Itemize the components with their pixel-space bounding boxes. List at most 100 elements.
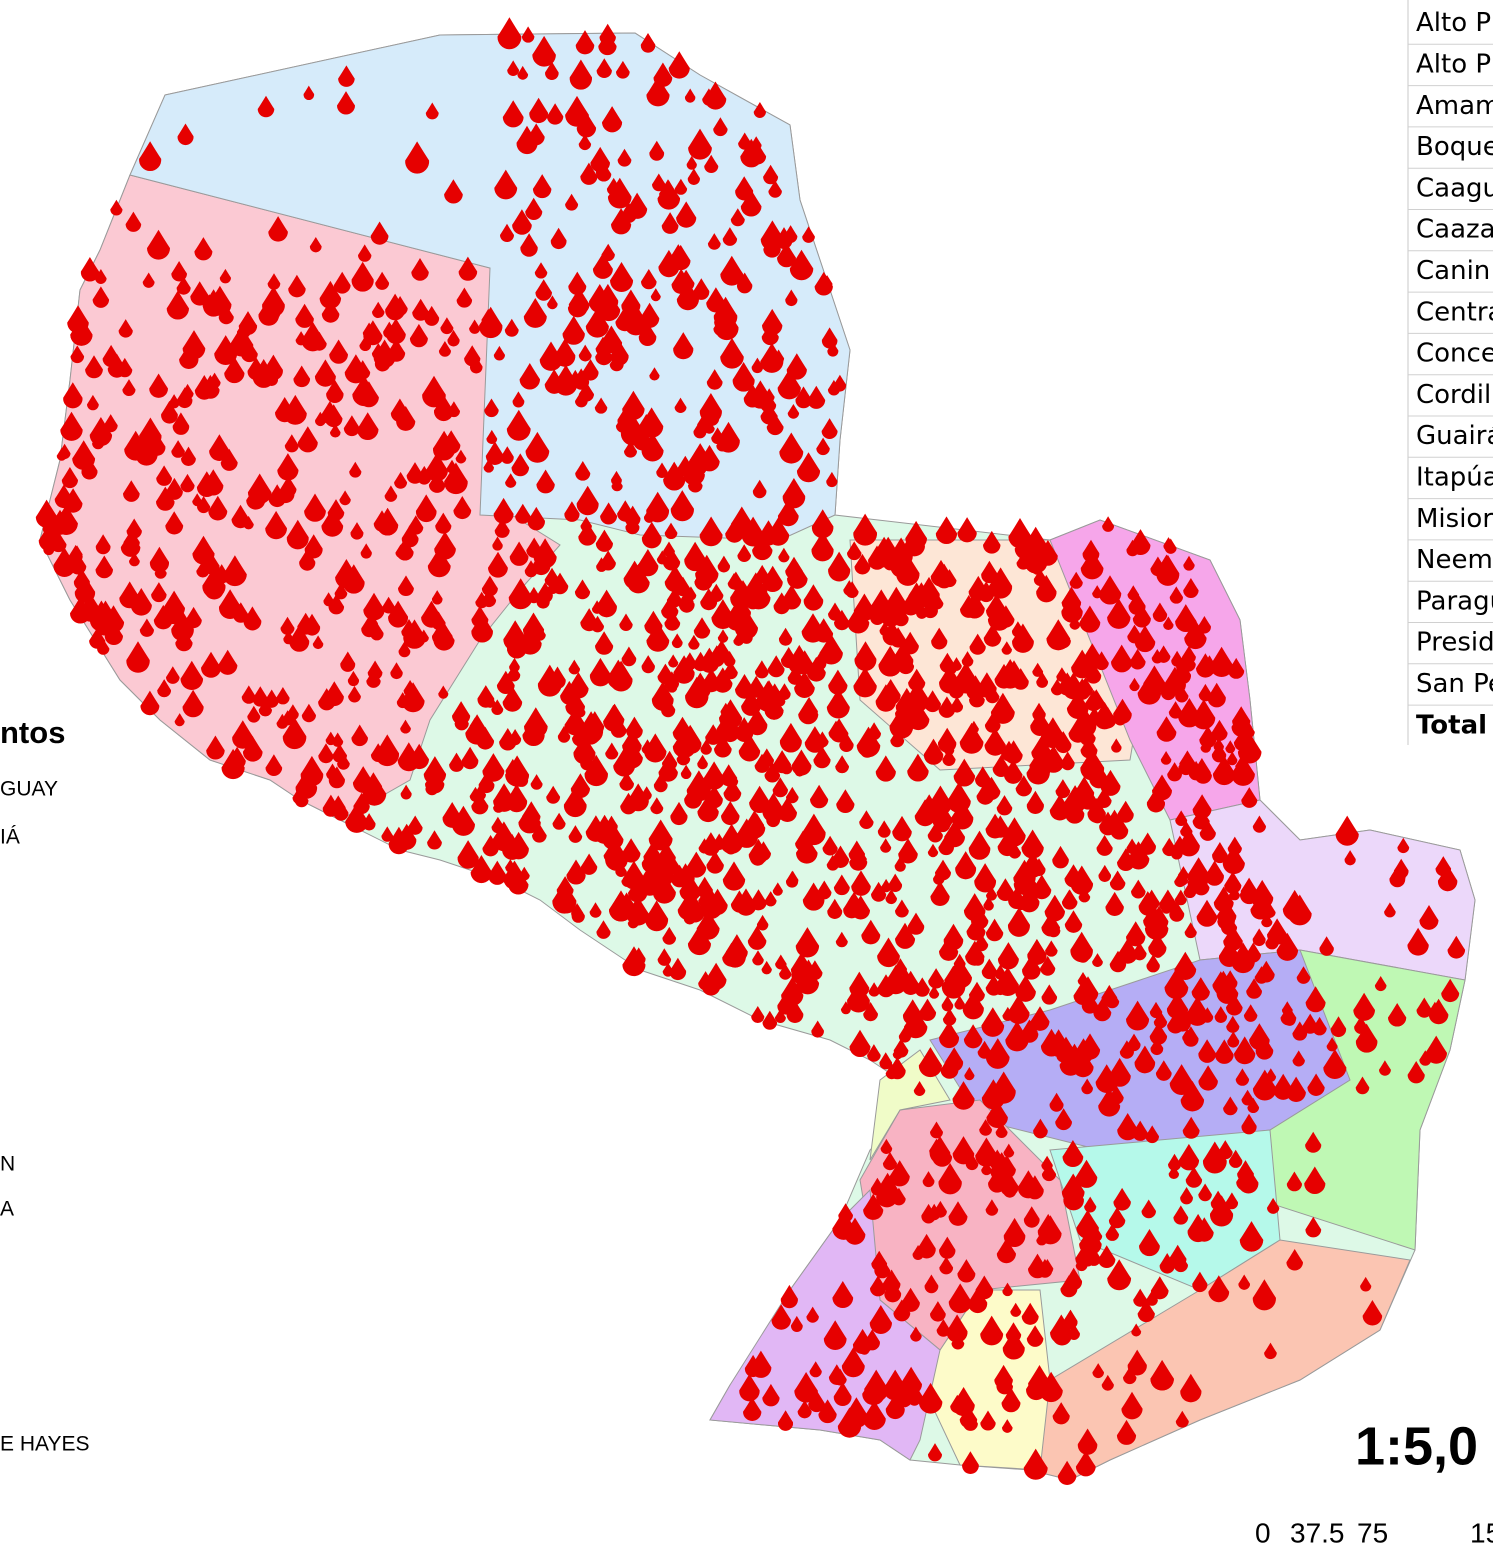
fire (1138, 891, 1157, 916)
fire (693, 278, 710, 300)
fire (591, 600, 603, 614)
fire (594, 397, 608, 414)
fire (363, 592, 385, 621)
fire (939, 1021, 960, 1049)
fire (1307, 1073, 1325, 1096)
fire (1174, 871, 1186, 888)
fire (1168, 1153, 1182, 1171)
fire (898, 838, 918, 864)
fire (986, 1100, 1008, 1128)
fire (1235, 1068, 1250, 1086)
fire (843, 1352, 863, 1377)
fire (1139, 832, 1156, 855)
fire (482, 835, 499, 857)
fire (180, 473, 195, 493)
fire (107, 353, 127, 378)
fire (794, 763, 805, 777)
fire (1238, 1274, 1250, 1290)
fire (60, 411, 83, 441)
fire (433, 395, 454, 422)
fire (218, 304, 234, 325)
fire (994, 663, 1014, 689)
fire (97, 638, 110, 655)
fire (397, 742, 420, 772)
fire (684, 541, 707, 572)
fire (1064, 910, 1083, 933)
fire (491, 699, 504, 715)
fire (1081, 992, 1099, 1014)
fire (1077, 677, 1093, 697)
fire (1127, 585, 1140, 601)
fire (1021, 829, 1044, 859)
fire (537, 582, 553, 604)
fire (494, 169, 518, 200)
fire (818, 1399, 837, 1424)
fire (933, 1200, 947, 1218)
fire (1148, 932, 1167, 958)
fire (802, 813, 826, 846)
fire (942, 1008, 957, 1026)
fire (624, 304, 648, 336)
fire (704, 154, 719, 174)
fire (219, 268, 231, 284)
fire (609, 353, 624, 372)
fire (483, 459, 494, 473)
fire (42, 519, 54, 535)
fire (849, 1029, 871, 1057)
fire (197, 496, 211, 514)
fire (507, 60, 520, 76)
legend-item: IÁ (0, 826, 20, 849)
fire (564, 501, 580, 522)
fire (1012, 623, 1034, 653)
fire (984, 712, 1001, 733)
fire (674, 397, 687, 414)
fire (276, 687, 290, 705)
fire (303, 85, 315, 101)
fire (1198, 1039, 1216, 1063)
fire (826, 471, 838, 488)
fire (868, 982, 880, 997)
fire (1024, 543, 1048, 574)
fire (1026, 1372, 1047, 1401)
fire (688, 473, 703, 493)
fire (939, 1256, 954, 1275)
fire (1005, 1322, 1022, 1343)
fire (1117, 938, 1138, 964)
fire (874, 1257, 891, 1279)
fire (366, 669, 381, 688)
fire (444, 179, 463, 204)
fire (851, 870, 871, 896)
fire (1169, 901, 1185, 922)
fire (641, 521, 662, 549)
fire (1168, 701, 1183, 719)
fire (349, 461, 362, 478)
fire (637, 554, 652, 574)
fire (935, 812, 951, 833)
fire (1033, 1118, 1048, 1139)
fire (1175, 604, 1197, 633)
fire (984, 1015, 999, 1034)
fire (930, 592, 944, 610)
fire (471, 605, 489, 628)
fire (1199, 725, 1217, 749)
fire (840, 1001, 851, 1015)
fire (1127, 624, 1142, 644)
fire (473, 784, 486, 801)
fire (1267, 1197, 1280, 1214)
fire (1005, 1020, 1029, 1052)
fire (854, 553, 871, 575)
fire (432, 619, 453, 647)
fire (1033, 752, 1044, 767)
fire (505, 859, 516, 873)
fire (95, 555, 113, 579)
fire (768, 180, 782, 198)
fire (282, 717, 307, 750)
fire (951, 657, 962, 671)
fire (609, 890, 633, 922)
fire (724, 939, 746, 968)
fire (1001, 1419, 1013, 1433)
fire (1150, 1276, 1169, 1300)
fire (568, 672, 589, 699)
fire (779, 432, 804, 464)
scale-label: 75 (1357, 1517, 1388, 1548)
